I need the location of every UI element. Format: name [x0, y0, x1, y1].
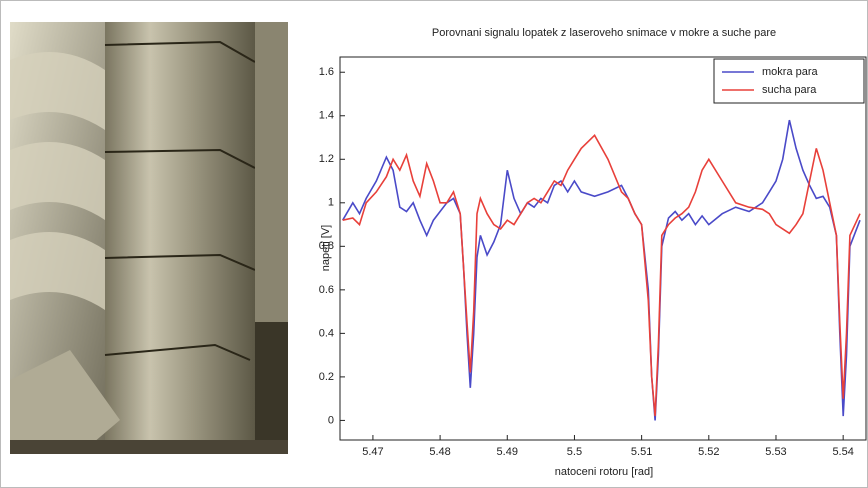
- legend-box: [713, 58, 865, 104]
- x-tick-label: 5.54: [832, 446, 853, 458]
- y-tick-label: 0.8: [319, 240, 334, 252]
- y-tick-label: 1.6: [319, 66, 334, 78]
- plot-area: [339, 56, 867, 441]
- chart-title: Porovnani signalu lopatek z laseroveho s…: [432, 27, 776, 39]
- photo: [10, 22, 288, 454]
- series-line: [342, 119, 861, 421]
- y-axis-label: napeti [V]: [320, 225, 332, 271]
- y-tick-label: 0.4: [319, 327, 334, 339]
- series-line: [342, 133, 861, 417]
- x-tick-label: 5.53: [765, 446, 786, 458]
- x-axis-label: natoceni rotoru [rad]: [555, 466, 653, 478]
- y-tick-label: 1.4: [319, 110, 334, 122]
- x-tick-label: 5.47: [362, 446, 383, 458]
- legend-label: sucha para: [762, 84, 817, 96]
- y-tick-label: 1: [328, 197, 334, 209]
- x-tick-label: 5.51: [631, 446, 652, 458]
- x-tick-label: 5.52: [698, 446, 719, 458]
- y-tick-label: 1.2: [319, 153, 334, 165]
- legend-label: mokra para: [762, 66, 819, 78]
- y-tick-label: 0.2: [319, 371, 334, 383]
- x-tick-label: 5.49: [497, 446, 518, 458]
- x-tick-label: 5.48: [429, 446, 450, 458]
- x-tick-label: 5.5: [567, 446, 582, 458]
- lines: [342, 119, 861, 421]
- y-tick-label: 0: [328, 414, 334, 426]
- y-tick-label: 0.6: [319, 284, 334, 296]
